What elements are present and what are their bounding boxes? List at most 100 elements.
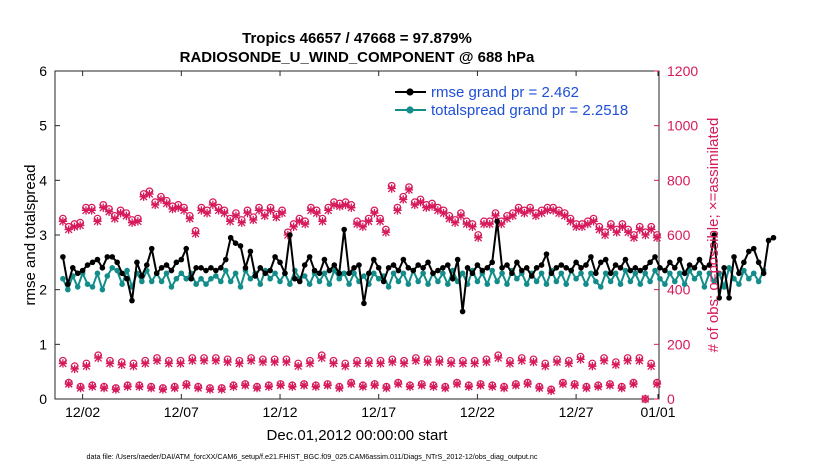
rmse-point <box>252 273 259 279</box>
obs-assimilated-marker <box>229 382 238 391</box>
obs-assimilated-marker <box>476 381 485 390</box>
obs-assimilated-marker <box>358 382 368 391</box>
obs-assimilated-marker <box>577 222 587 231</box>
rmse-point <box>272 254 278 260</box>
rmse-point <box>701 265 708 271</box>
obs-assimilated-marker <box>76 221 85 230</box>
rmse-point <box>474 262 481 268</box>
spread-point <box>395 278 402 285</box>
spread-point <box>652 267 658 274</box>
obs-assimilated-marker <box>176 359 185 368</box>
rmse-point <box>484 265 491 271</box>
rmse-point <box>247 248 254 255</box>
rmse-point <box>129 297 135 304</box>
spread-point <box>272 270 278 277</box>
spread-point <box>602 270 609 277</box>
spread-point <box>60 275 66 282</box>
spread-point <box>627 278 634 285</box>
spread-point <box>237 284 244 290</box>
rmse-point <box>242 265 249 271</box>
spread-point <box>494 278 500 285</box>
obs-assimilated-marker <box>335 202 344 211</box>
x-axis-label: Dec.01,2012 00:00:00 start <box>267 427 449 444</box>
rmse-point <box>671 265 678 271</box>
rmse-point <box>494 218 500 225</box>
spread-point <box>721 284 727 290</box>
obs-assimilated-marker <box>76 383 85 393</box>
spread-point <box>637 281 644 288</box>
spread-point <box>440 270 446 277</box>
rmse-point <box>218 265 224 271</box>
obs-assimilated-marker <box>346 379 356 389</box>
obs-assimilated-marker <box>531 211 541 221</box>
spread-point <box>657 275 663 282</box>
rmse-point <box>449 275 456 282</box>
rmse-point <box>444 262 451 268</box>
obs-assimilated-marker <box>445 214 454 223</box>
obs-assimilated-marker <box>546 386 556 395</box>
spread-point <box>222 267 229 274</box>
legend-spread-label: totalspread grand pr = 2.2518 <box>431 102 628 119</box>
obs-assimilated-marker <box>235 359 244 368</box>
spread-point <box>474 278 481 285</box>
obs-assimilated-marker <box>399 195 408 204</box>
obs-assimilated-marker <box>168 204 177 214</box>
rmse-point <box>622 256 629 263</box>
spread-point <box>361 273 367 279</box>
obs-assimilated-marker <box>529 357 538 367</box>
x-tick-label: 12/12 <box>262 404 297 420</box>
y-axis-left-label: rmse and totalspread <box>22 165 39 306</box>
y-left-tick-label: 3 <box>39 227 47 243</box>
rmse-point <box>366 270 372 277</box>
obs-count-series <box>58 181 662 404</box>
rmse-point <box>647 259 653 266</box>
obs-assimilated-marker <box>470 359 479 368</box>
obs-assimilated-marker <box>152 356 162 365</box>
spread-point <box>415 278 421 285</box>
rmse-point <box>765 237 772 244</box>
obs-assimilated-marker <box>358 222 368 231</box>
obs-assimilated-marker <box>588 362 597 371</box>
obs-assimilated-marker <box>517 356 526 365</box>
obs-assimilated-marker <box>306 206 316 215</box>
rmse-point <box>464 265 471 271</box>
obs-assimilated-marker <box>82 362 91 371</box>
rmse-point <box>741 259 747 266</box>
spread-point <box>573 275 579 282</box>
spread-point <box>622 267 629 274</box>
obs-assimilated-marker <box>417 381 426 390</box>
obs-assimilated-marker <box>81 206 91 215</box>
rmse-spread-series <box>60 218 777 315</box>
rmse-point <box>750 245 757 252</box>
spread-point <box>84 281 91 288</box>
obs-assimilated-marker <box>164 359 173 368</box>
obs-assimilated-marker <box>452 379 462 389</box>
obs-assimilated-marker <box>191 229 200 238</box>
rmse-point <box>593 270 599 277</box>
obs-assimilated-marker <box>641 230 650 240</box>
obs-assimilated-marker <box>182 381 191 390</box>
rmse-point <box>336 270 343 277</box>
obs-assimilated-marker <box>199 356 209 365</box>
obs-assimilated-marker <box>141 359 150 368</box>
obs-assimilated-marker <box>441 383 450 393</box>
rmse-point <box>597 259 604 266</box>
rmse-point <box>79 267 86 274</box>
spread-point <box>523 281 530 288</box>
obs-assimilated-marker <box>560 211 569 221</box>
spread-point <box>578 270 584 277</box>
spread-point <box>711 278 718 285</box>
rmse-point <box>208 265 214 271</box>
legend: rmse grand pr = 2.462 totalspread grand … <box>395 84 628 119</box>
rmse-point <box>321 256 328 263</box>
spread-point <box>533 278 540 285</box>
rmse-point <box>519 267 525 274</box>
rmse-point <box>563 265 570 271</box>
rmse-point <box>232 240 239 246</box>
y-right-tick-label: 800 <box>667 172 691 188</box>
obs-assimilated-marker <box>193 383 203 393</box>
rmse-point <box>410 267 417 274</box>
rmse-point <box>543 251 550 257</box>
obs-assimilated-marker <box>488 382 497 391</box>
rmse-point <box>440 265 446 271</box>
